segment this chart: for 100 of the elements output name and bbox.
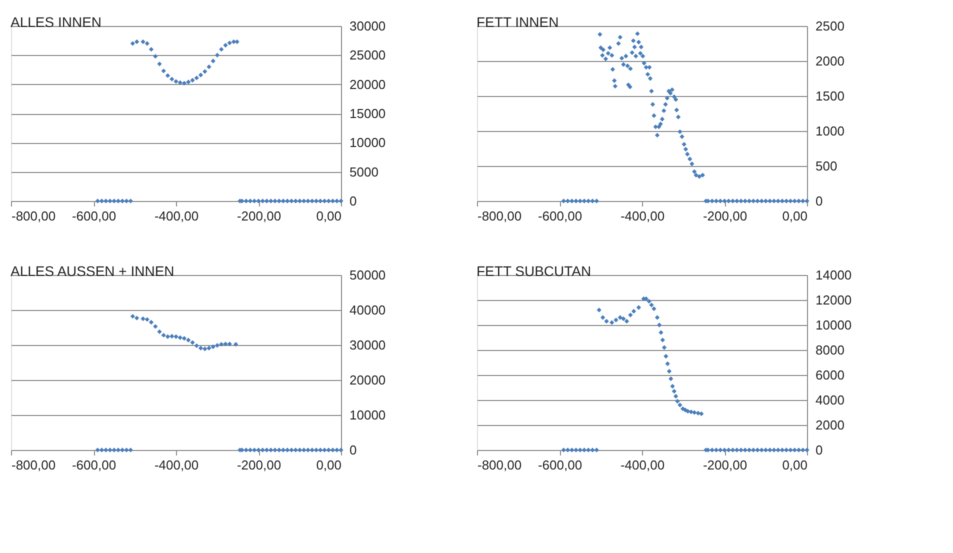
x-tick-label: -800,00: [12, 208, 56, 224]
point: [334, 448, 340, 452]
point: [280, 448, 286, 452]
x-tick-label: -800,00: [478, 458, 522, 472]
x-tick-label: -200,00: [702, 208, 748, 224]
point: [124, 448, 129, 452]
point: [206, 346, 212, 350]
y-tick-label: 1500: [816, 88, 844, 104]
x-tick-label: -600,00: [72, 208, 116, 224]
point: [289, 448, 294, 452]
point: [130, 314, 136, 319]
y-tick-label: 15000: [350, 106, 386, 121]
point: [104, 448, 108, 452]
y-tick-label: 500: [816, 158, 838, 174]
y-tick-label: 6000: [816, 368, 844, 382]
point: [112, 448, 116, 452]
point: [248, 448, 253, 452]
point: [338, 448, 344, 452]
point: [314, 448, 319, 452]
point: [182, 336, 187, 341]
y-tick-label: 10000: [350, 135, 386, 150]
point: [223, 342, 228, 346]
x-tick-label: -800,00: [12, 458, 56, 472]
x-tick-label: -600,00: [538, 208, 582, 224]
y-tick-label: 2000: [816, 418, 844, 432]
y-tick-label: 1000: [816, 124, 844, 138]
point: [306, 448, 310, 452]
x-tick-label: -200,00: [702, 458, 748, 472]
point: [244, 448, 248, 452]
point: [120, 448, 125, 452]
point: [330, 448, 336, 452]
point: [186, 338, 191, 342]
point: [140, 316, 146, 322]
point: [128, 448, 133, 452]
point: [252, 448, 257, 452]
y-tick-label: 8000: [816, 342, 844, 358]
x-tick-label: -200,00: [236, 208, 282, 224]
y-tick-label: 4000: [816, 392, 844, 408]
chart-title: FETT INNEN: [476, 14, 559, 30]
x-tick-label: -200,00: [236, 458, 282, 472]
y-tick-label: 0: [350, 194, 357, 208]
y-tick-label: 10000: [816, 318, 852, 332]
x-tick-label: -400,00: [154, 208, 199, 224]
x-tick-label: 0,00: [782, 208, 808, 224]
point: [297, 448, 302, 452]
point: [276, 448, 282, 452]
chart-title: FETT SUBCUTAN: [476, 263, 592, 279]
y-tick-label: 30000: [350, 18, 386, 34]
chart-title: ALLES INNEN: [10, 14, 102, 30]
x-tick-label: -800,00: [478, 208, 522, 224]
point: [322, 448, 327, 452]
x-tick-label: -400,00: [154, 458, 199, 472]
point: [194, 343, 199, 348]
x-tick-label: -600,00: [538, 458, 582, 472]
point: [227, 342, 232, 346]
point: [99, 448, 104, 452]
point: [256, 448, 261, 452]
x-tick-label: 0,00: [782, 458, 808, 472]
point: [174, 334, 178, 339]
y-tick-label: 14000: [816, 268, 852, 282]
point: [116, 448, 121, 452]
point: [214, 343, 220, 348]
y-tick-label: 0: [816, 442, 823, 458]
point: [157, 329, 162, 334]
point: [153, 324, 158, 329]
point: [170, 334, 174, 339]
y-tick-label: 25000: [350, 48, 386, 63]
point: [293, 448, 298, 452]
point: [202, 346, 208, 352]
point: [165, 334, 170, 339]
point: [272, 448, 278, 452]
point: [198, 346, 204, 350]
point: [134, 316, 140, 320]
point: [219, 342, 224, 347]
point: [318, 448, 323, 452]
x-tick-label: 0,00: [316, 458, 342, 472]
chart-title: ALLES AUSSEN + INNEN: [10, 263, 174, 279]
x-tick-label: 0,00: [316, 208, 342, 224]
point: [190, 340, 195, 345]
point: [310, 448, 314, 452]
point: [144, 317, 150, 322]
point: [108, 448, 112, 452]
point: [210, 344, 216, 350]
point: [285, 448, 290, 452]
point: [233, 342, 238, 347]
point: [264, 448, 270, 452]
y-tick-label: 30000: [350, 338, 386, 352]
y-tick-label: 5000: [350, 164, 378, 180]
point: [178, 335, 182, 340]
point: [148, 320, 154, 325]
point: [302, 448, 306, 452]
x-tick-label: -600,00: [72, 458, 116, 472]
y-tick-label: 12000: [816, 292, 852, 308]
point: [95, 448, 100, 452]
y-tick-label: 20000: [350, 372, 386, 388]
y-tick-label: 40000: [350, 302, 386, 318]
y-tick-label: 0: [816, 194, 823, 208]
point: [161, 332, 166, 338]
x-tick-label: -400,00: [620, 458, 665, 472]
y-tick-label: 50000: [350, 268, 386, 282]
